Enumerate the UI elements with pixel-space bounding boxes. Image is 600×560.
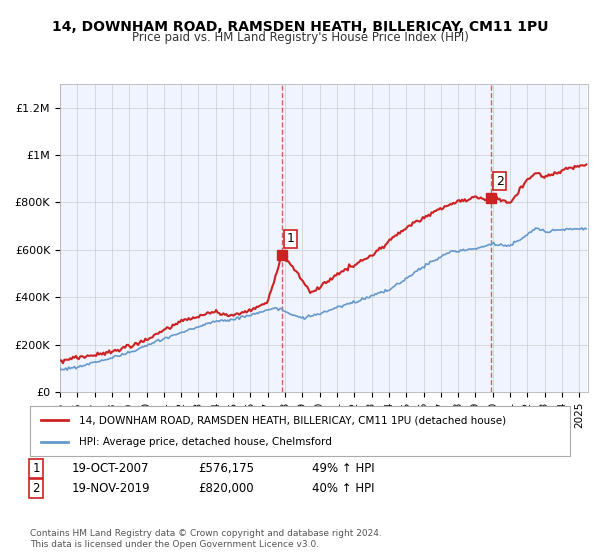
Text: £576,175: £576,175: [198, 462, 254, 475]
Text: 14, DOWNHAM ROAD, RAMSDEN HEATH, BILLERICAY, CM11 1PU: 14, DOWNHAM ROAD, RAMSDEN HEATH, BILLERI…: [52, 20, 548, 34]
Text: 14, DOWNHAM ROAD, RAMSDEN HEATH, BILLERICAY, CM11 1PU (detached house): 14, DOWNHAM ROAD, RAMSDEN HEATH, BILLERI…: [79, 415, 506, 425]
Text: £820,000: £820,000: [198, 482, 254, 494]
Text: 49% ↑ HPI: 49% ↑ HPI: [312, 462, 374, 475]
Text: Price paid vs. HM Land Registry's House Price Index (HPI): Price paid vs. HM Land Registry's House …: [131, 31, 469, 44]
Text: 1: 1: [287, 232, 295, 245]
Text: 1: 1: [32, 462, 40, 475]
Text: 19-NOV-2019: 19-NOV-2019: [72, 482, 151, 494]
Text: HPI: Average price, detached house, Chelmsford: HPI: Average price, detached house, Chel…: [79, 437, 331, 447]
Text: 2: 2: [32, 482, 40, 494]
Text: 2: 2: [496, 175, 504, 188]
Text: Contains HM Land Registry data © Crown copyright and database right 2024.
This d: Contains HM Land Registry data © Crown c…: [30, 529, 382, 549]
Text: 40% ↑ HPI: 40% ↑ HPI: [312, 482, 374, 494]
Text: 19-OCT-2007: 19-OCT-2007: [72, 462, 149, 475]
